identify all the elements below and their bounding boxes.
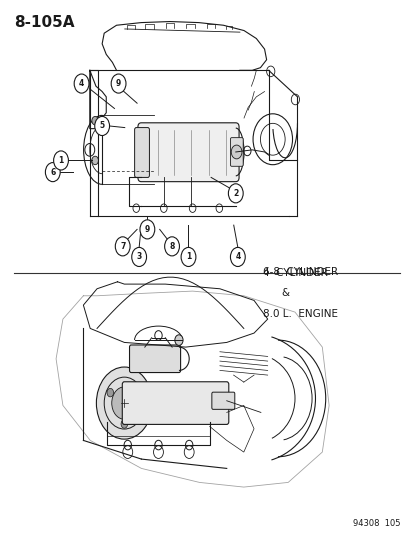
Text: 8-105A: 8-105A	[14, 14, 74, 30]
Text: 94308  105: 94308 105	[352, 519, 399, 528]
Circle shape	[164, 237, 179, 256]
Circle shape	[180, 247, 195, 266]
FancyBboxPatch shape	[211, 392, 234, 409]
Text: 4: 4	[79, 79, 84, 88]
Circle shape	[92, 156, 98, 165]
Circle shape	[131, 247, 146, 266]
FancyBboxPatch shape	[129, 345, 180, 373]
Text: 9: 9	[116, 79, 121, 88]
FancyBboxPatch shape	[230, 138, 242, 166]
Circle shape	[92, 116, 98, 125]
FancyBboxPatch shape	[134, 127, 149, 177]
Circle shape	[107, 389, 113, 397]
Circle shape	[96, 367, 152, 439]
Circle shape	[230, 247, 244, 266]
Circle shape	[74, 74, 89, 93]
Text: 7: 7	[120, 242, 125, 251]
Text: 9: 9	[145, 225, 150, 234]
Text: 5: 5	[100, 122, 104, 131]
Text: 3: 3	[136, 253, 141, 262]
Circle shape	[111, 74, 126, 93]
Text: 6-8  CYLINDER: 6-8 CYLINDER	[262, 267, 337, 277]
Circle shape	[228, 184, 242, 203]
FancyBboxPatch shape	[122, 382, 228, 424]
Circle shape	[121, 420, 127, 428]
Text: 8.0 L.  ENGINE: 8.0 L. ENGINE	[262, 309, 337, 319]
Text: 1: 1	[185, 253, 191, 262]
Circle shape	[112, 387, 137, 419]
Circle shape	[174, 335, 183, 345]
Text: &: &	[280, 288, 288, 298]
Text: 4: 4	[235, 253, 240, 262]
Circle shape	[95, 116, 109, 135]
Text: 1: 1	[58, 156, 64, 165]
Circle shape	[135, 389, 141, 397]
Circle shape	[115, 237, 130, 256]
Circle shape	[231, 145, 241, 159]
Text: 4  CYLINDER: 4 CYLINDER	[262, 268, 326, 278]
Circle shape	[54, 151, 68, 170]
Text: 2: 2	[233, 189, 238, 198]
Circle shape	[45, 163, 60, 182]
Circle shape	[140, 220, 154, 239]
Text: 8: 8	[169, 242, 174, 251]
FancyBboxPatch shape	[138, 123, 238, 182]
Text: 6: 6	[50, 167, 55, 176]
